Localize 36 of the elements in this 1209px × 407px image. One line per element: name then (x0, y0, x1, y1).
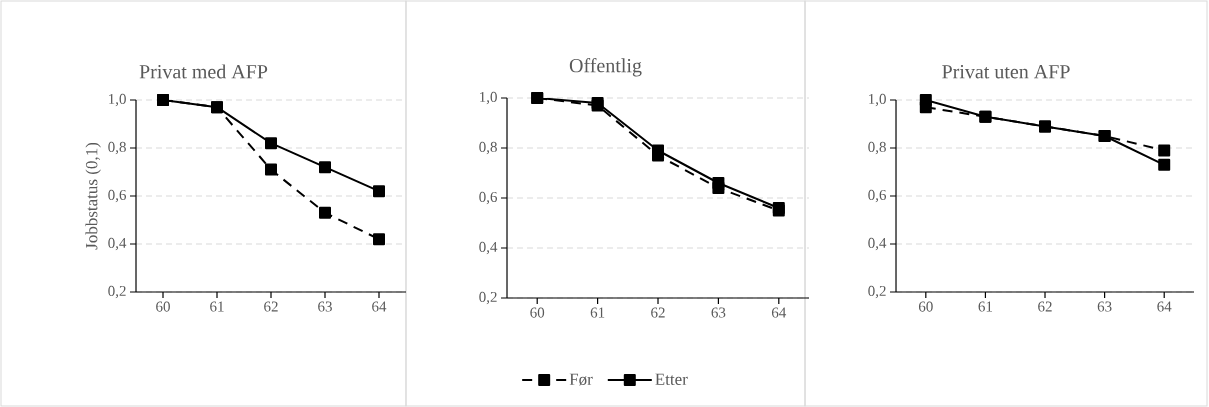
x-tick-label: 64 (771, 307, 787, 318)
x-tick-label: 62 (651, 307, 665, 318)
x-tick-label: 63 (1097, 301, 1112, 312)
x-tick-label: 62 (264, 301, 278, 312)
y-tick-label: 0,2 (868, 285, 886, 299)
y-tick-label: 0,6 (479, 191, 498, 205)
x-tick-label: 63 (711, 307, 726, 318)
y-tick-label: 1,0 (109, 93, 126, 107)
y-axis-title: Jobbstatus (0,1) (85, 142, 101, 250)
legend-label: Etter (655, 373, 688, 385)
y-tick-label: 0,4 (479, 241, 498, 255)
y-tick-label: 0,4 (108, 237, 127, 251)
chart-title: Offentlig (569, 58, 642, 77)
y-tick-label: 0,2 (108, 285, 126, 299)
chart-title: Privat med AFP (139, 64, 268, 79)
x-tick-label: 61 (210, 301, 224, 312)
y-tick-label: 0,6 (108, 189, 127, 203)
x-tick-label: 60 (530, 307, 545, 318)
y-tick-label: 0,4 (868, 237, 887, 251)
x-tick-label: 64 (372, 301, 387, 312)
y-tick-label: 0,8 (108, 141, 126, 155)
y-tick-label: 0,8 (868, 141, 886, 155)
legend-label: Før (569, 373, 593, 386)
y-tick-label: 1,0 (869, 93, 886, 107)
y-tick-label: 0,2 (479, 291, 497, 305)
x-tick-label: 63 (318, 301, 332, 312)
x-tick-label: 61 (590, 307, 605, 318)
x-tick-label: 60 (156, 301, 170, 312)
x-tick-label: 61 (978, 301, 993, 312)
x-tick-label: 60 (918, 301, 933, 312)
chart-title: Privat uten AFP (942, 65, 1070, 79)
y-tick-label: 1,0 (480, 91, 497, 105)
y-tick-label: 0,8 (479, 141, 497, 155)
x-tick-label: 62 (1038, 301, 1052, 312)
x-tick-label: 64 (1157, 301, 1172, 312)
y-tick-label: 0,6 (868, 189, 887, 203)
